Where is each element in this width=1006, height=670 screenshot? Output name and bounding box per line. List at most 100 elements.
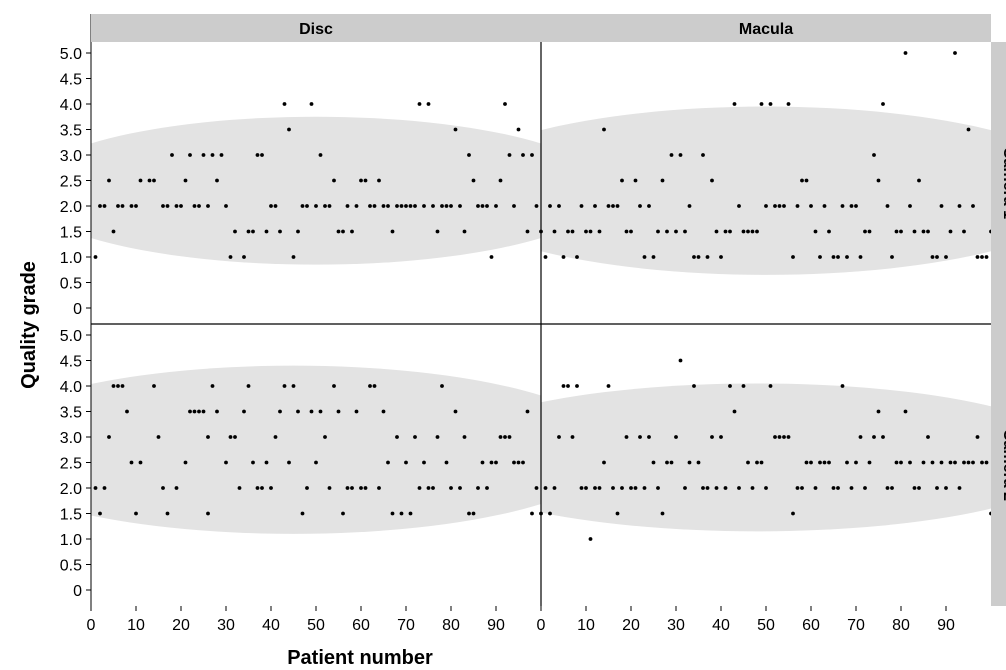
y-tick-label: 0 bbox=[73, 301, 82, 318]
y-tick-label: 3.0 bbox=[60, 148, 82, 165]
data-point bbox=[534, 204, 539, 208]
data-point bbox=[588, 537, 593, 541]
data-point bbox=[462, 435, 467, 439]
data-point bbox=[548, 511, 552, 516]
column-strip-label: Macula bbox=[739, 21, 793, 38]
data-point bbox=[791, 255, 795, 259]
data-point bbox=[575, 255, 579, 259]
data-point bbox=[206, 435, 210, 439]
data-point bbox=[953, 460, 957, 465]
data-point bbox=[278, 409, 282, 414]
data-point bbox=[602, 460, 606, 465]
data-point bbox=[543, 255, 548, 259]
y-tick-label: 3.5 bbox=[60, 123, 82, 140]
data-point bbox=[935, 486, 939, 490]
data-point bbox=[854, 460, 858, 465]
y-tick-label: 4.5 bbox=[60, 72, 82, 89]
data-point bbox=[813, 229, 818, 234]
data-point bbox=[773, 204, 777, 208]
data-point bbox=[750, 229, 755, 234]
data-point bbox=[408, 204, 413, 208]
data-point bbox=[971, 460, 975, 465]
data-point bbox=[386, 204, 390, 208]
data-point bbox=[732, 409, 737, 414]
data-point bbox=[471, 178, 476, 183]
data-point bbox=[606, 204, 611, 208]
data-point bbox=[588, 229, 593, 234]
data-point bbox=[593, 204, 597, 208]
data-point bbox=[399, 204, 404, 208]
data-point bbox=[683, 486, 687, 490]
points-layer bbox=[93, 51, 993, 541]
data-point bbox=[269, 486, 273, 490]
x-tick-label: 30 bbox=[667, 617, 685, 634]
data-point bbox=[435, 229, 440, 234]
data-point bbox=[962, 460, 966, 465]
data-point bbox=[935, 255, 939, 259]
data-point bbox=[642, 486, 647, 490]
data-point bbox=[656, 229, 660, 234]
data-point bbox=[381, 204, 386, 208]
data-point bbox=[944, 255, 948, 259]
data-point bbox=[921, 460, 926, 465]
data-point bbox=[273, 204, 278, 208]
data-point bbox=[156, 435, 161, 439]
data-point bbox=[269, 204, 273, 208]
data-point bbox=[917, 178, 921, 183]
row-strip-label: Camera 1 bbox=[1000, 147, 1006, 219]
data-point bbox=[390, 229, 395, 234]
data-point bbox=[260, 486, 264, 490]
data-point bbox=[350, 486, 354, 490]
data-point bbox=[449, 204, 453, 208]
data-point bbox=[705, 486, 710, 490]
data-point bbox=[480, 460, 485, 465]
data-point bbox=[669, 460, 674, 465]
data-point bbox=[102, 486, 107, 490]
data-point bbox=[782, 204, 786, 208]
data-point bbox=[723, 229, 728, 234]
data-point bbox=[116, 384, 120, 388]
data-point bbox=[620, 486, 624, 490]
data-point bbox=[498, 178, 503, 183]
data-point bbox=[804, 460, 809, 465]
data-point bbox=[413, 204, 417, 208]
x-axis-title: Patient number bbox=[287, 647, 433, 669]
data-point bbox=[962, 229, 966, 234]
data-point bbox=[836, 486, 840, 490]
data-point bbox=[584, 229, 588, 234]
data-point bbox=[354, 204, 359, 208]
data-point bbox=[894, 460, 899, 465]
data-point bbox=[449, 486, 453, 490]
data-point bbox=[300, 511, 305, 516]
data-point bbox=[494, 204, 498, 208]
data-point bbox=[530, 511, 534, 516]
data-point bbox=[363, 178, 368, 183]
data-point bbox=[444, 460, 449, 465]
data-point bbox=[980, 460, 984, 465]
data-point bbox=[408, 511, 413, 516]
data-point bbox=[804, 178, 809, 183]
data-point bbox=[957, 486, 962, 490]
data-point bbox=[557, 435, 561, 439]
data-point bbox=[426, 486, 431, 490]
data-point bbox=[521, 460, 525, 465]
data-point bbox=[435, 435, 440, 439]
data-point bbox=[764, 486, 768, 490]
data-point bbox=[759, 102, 764, 106]
data-point bbox=[818, 255, 822, 259]
x-tick-label: 0 bbox=[87, 617, 96, 634]
data-point bbox=[138, 460, 143, 465]
data-point bbox=[471, 511, 476, 516]
data-point bbox=[854, 204, 858, 208]
strip-layer: Disc Macula Camera 1 Camera 2 bbox=[91, 14, 1006, 606]
data-point bbox=[777, 204, 782, 208]
data-point bbox=[336, 409, 341, 414]
y-tick-label: 3.0 bbox=[60, 430, 82, 447]
data-point bbox=[926, 435, 930, 439]
data-point bbox=[827, 460, 831, 465]
x-tick-label: 20 bbox=[622, 617, 640, 634]
data-point bbox=[863, 229, 867, 234]
data-point bbox=[395, 435, 399, 439]
y-tick-label: 0 bbox=[73, 583, 82, 600]
data-point bbox=[714, 229, 719, 234]
